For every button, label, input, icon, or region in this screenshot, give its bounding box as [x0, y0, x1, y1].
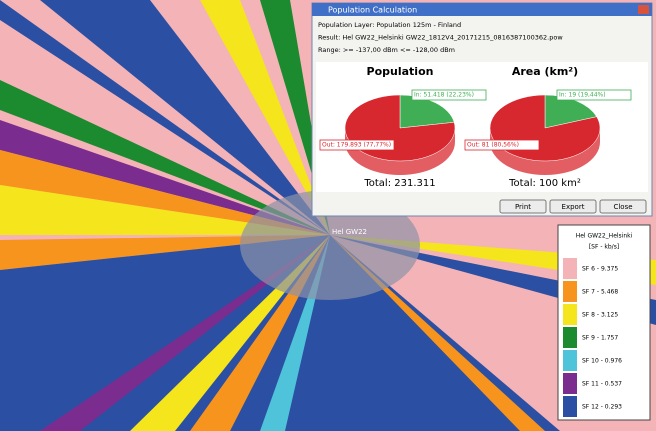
- site-label: Hel GW22: [332, 228, 367, 236]
- info-line: Population Layer: Population 125m - Finl…: [318, 21, 461, 29]
- slice-label-box: [411, 89, 487, 101]
- pie-total: Total: 100 km²: [508, 178, 581, 189]
- map-area: [0, 0, 330, 235]
- title-bar: [312, 3, 652, 16]
- map-area: [200, 0, 330, 235]
- pie-slice: [544, 94, 598, 129]
- legend-label: SF 6 - 9.375: [582, 266, 618, 273]
- slice-label: In: 51.418 (22,23%): [414, 92, 474, 99]
- legend-label: SF 11 - 0.537: [582, 381, 622, 388]
- legend-label: SF 7 - 5.468: [582, 289, 618, 296]
- pie-title: Population: [367, 65, 434, 78]
- button[interactable]: [549, 199, 597, 214]
- button[interactable]: [599, 199, 647, 214]
- legend-swatch: [563, 281, 577, 302]
- legend-label: SF 8 - 3.125: [582, 312, 618, 319]
- legend-swatch: [563, 396, 577, 417]
- map-area: [0, 150, 330, 235]
- city-area: [240, 190, 420, 300]
- legend-swatch: [563, 258, 577, 279]
- pie-side: [345, 128, 455, 175]
- slice-label-box: [464, 139, 540, 151]
- dialog-title: Population Calculation: [328, 6, 417, 15]
- map-area: [0, 80, 330, 235]
- map-area: [40, 235, 330, 431]
- slice-label: Out: 179.893 (77,77%): [322, 142, 391, 149]
- info-line: Range: >= -137,00 dBm <= -128,00 dBm: [318, 46, 455, 54]
- map-area: [0, 185, 330, 235]
- legend-label: SF 12 - 0.293: [582, 404, 622, 411]
- slice-label: In: 19 (19,44%): [559, 92, 606, 99]
- pie-total: Total: 231.311: [363, 178, 435, 189]
- info-line: Result: Hel GW22_Helsinki GW22_1812V4_20…: [318, 34, 563, 42]
- legend-label: SF 10 - 0.976: [582, 358, 622, 365]
- pie-slice: [399, 94, 455, 129]
- legend-swatch: [563, 373, 577, 394]
- legend-label: SF 9 - 1.757: [582, 335, 618, 342]
- map-area: [0, 120, 330, 235]
- button-label[interactable]: Print: [515, 203, 531, 211]
- legend-swatch: [563, 350, 577, 371]
- slice-label: Out: 81 (80,56%): [467, 142, 519, 149]
- button-label[interactable]: Close: [613, 203, 632, 211]
- close-x[interactable]: [638, 5, 649, 14]
- legend-swatch: [563, 304, 577, 325]
- pie-title: Area (km²): [512, 65, 578, 78]
- legend-unit: [SF - kb/s]: [589, 244, 619, 251]
- slice-label-box: [556, 89, 632, 101]
- pie-side: [490, 128, 600, 175]
- button[interactable]: [499, 199, 547, 214]
- slice-label-box: [319, 139, 395, 151]
- legend-title: Hel GW22_Helsinki: [576, 233, 633, 240]
- button-label[interactable]: Export: [562, 203, 585, 211]
- legend-swatch: [563, 327, 577, 348]
